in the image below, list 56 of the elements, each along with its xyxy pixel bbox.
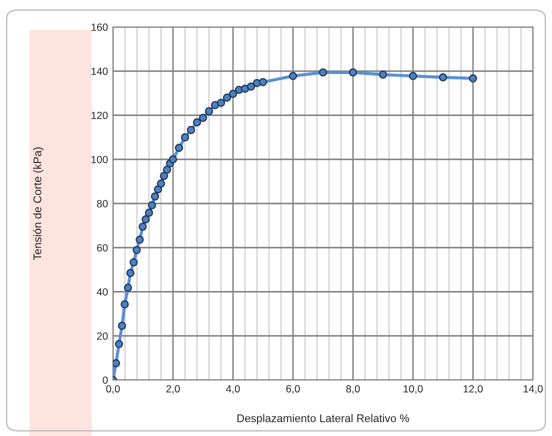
point bbox=[204, 107, 214, 116]
point bbox=[138, 222, 147, 231]
point bbox=[124, 284, 132, 292]
point bbox=[186, 126, 196, 134]
point bbox=[114, 340, 124, 348]
point bbox=[408, 72, 418, 80]
point bbox=[180, 133, 190, 142]
point bbox=[198, 114, 208, 122]
point bbox=[113, 359, 120, 368]
x-tick-label: 14,0 bbox=[524, 385, 543, 394]
point bbox=[154, 185, 162, 194]
point bbox=[318, 68, 328, 77]
point bbox=[288, 72, 298, 80]
point bbox=[160, 172, 168, 180]
point bbox=[150, 192, 160, 201]
point bbox=[174, 144, 184, 152]
x-tick-label: 6,0 bbox=[286, 385, 300, 394]
point bbox=[120, 300, 129, 308]
point bbox=[118, 322, 126, 330]
point bbox=[222, 94, 232, 102]
point bbox=[130, 258, 138, 267]
point bbox=[348, 68, 358, 77]
y-axis-title: Tensión de Corte (kPa) bbox=[33, 147, 44, 260]
x-tick-label: 4,0 bbox=[226, 385, 240, 394]
point bbox=[148, 201, 156, 210]
x-axis-title: Desplazamiento Lateral Relativo % bbox=[237, 414, 410, 424]
x-tick-label: 0,0 bbox=[106, 385, 120, 394]
x-tick-label: 12,0 bbox=[464, 385, 483, 394]
point bbox=[168, 155, 178, 164]
y-tick-label: 120 bbox=[92, 112, 108, 120]
point bbox=[468, 74, 478, 83]
y-tick-label: 40 bbox=[96, 288, 108, 296]
point bbox=[258, 78, 268, 86]
point bbox=[228, 90, 238, 98]
y-tick-label: 20 bbox=[97, 332, 108, 340]
point bbox=[132, 246, 141, 254]
point bbox=[126, 268, 134, 278]
x-tick-label: 10,0 bbox=[404, 385, 423, 394]
y-tick-label: 60 bbox=[97, 244, 108, 252]
y-tick-label: 100 bbox=[92, 156, 108, 164]
point bbox=[246, 82, 256, 91]
point bbox=[438, 73, 448, 82]
point bbox=[192, 118, 202, 126]
point bbox=[162, 166, 172, 174]
y-tick-label: 160 bbox=[92, 24, 108, 31]
x-tick-label: 2,0 bbox=[166, 385, 180, 394]
point bbox=[144, 208, 154, 217]
y-tick-label: 80 bbox=[97, 200, 108, 208]
point bbox=[156, 180, 166, 188]
point bbox=[378, 70, 388, 79]
y-tick-label: 140 bbox=[92, 68, 108, 75]
point bbox=[216, 98, 226, 107]
point bbox=[142, 215, 150, 224]
point bbox=[136, 236, 144, 244]
x-tick-label: 8,0 bbox=[346, 385, 360, 394]
y-tick-label: 0 bbox=[102, 376, 108, 384]
